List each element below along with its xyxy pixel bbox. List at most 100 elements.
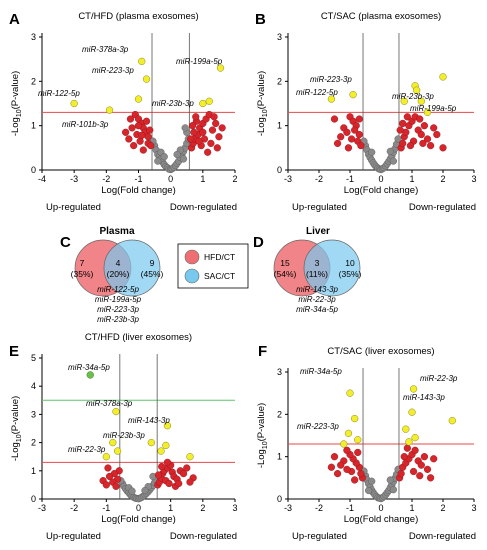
x-tick-label: 2 — [440, 174, 445, 184]
point-significant — [337, 461, 345, 469]
point-highlighted — [448, 417, 456, 425]
mirna-label: miR-199a-5p — [410, 104, 457, 113]
point-significant — [433, 130, 441, 139]
point-significant — [396, 126, 404, 134]
point-highlighted — [402, 425, 410, 433]
point-highlighted — [409, 385, 418, 393]
point-significant — [420, 122, 429, 130]
x-axis-label: Log(Fold change) — [344, 514, 418, 525]
venn-count-left: 7 — [80, 258, 85, 268]
point-significant — [186, 478, 194, 486]
point-significant — [330, 453, 339, 461]
point-significant — [354, 448, 362, 457]
x-tick-label: 0 — [378, 503, 383, 513]
point-highlighted — [351, 414, 359, 423]
point-significant — [423, 465, 432, 473]
panel-letter: D — [253, 234, 264, 251]
venn-pct-overlap: (11%) — [306, 269, 328, 279]
panel-title: CT/SAC (plasma exosomes) — [321, 11, 441, 22]
point-significant — [347, 135, 356, 143]
x-tick-label: 1 — [168, 503, 173, 513]
venn-shared-mirna: miR-23b-3p — [97, 315, 139, 324]
x-axis-label: Log(Fold change) — [101, 185, 175, 196]
point-highlighted — [216, 64, 225, 72]
venn-circle-sac — [303, 239, 361, 297]
up-regulated-label: Up-regulated — [292, 531, 347, 542]
x-tick-label: -1 — [346, 174, 354, 184]
mirna-label: miR-223-3p — [92, 66, 134, 75]
venn-panel-d: DLiver15(54%)3(11%)10(35%)miR-143-3pmiR-… — [253, 226, 361, 314]
venn-shared-mirna: miR-143-3p — [296, 285, 338, 294]
panel-letter: C — [60, 234, 71, 251]
mirna-label: miR-143-3p — [403, 393, 445, 402]
point-nonsignificant — [386, 476, 394, 484]
point-significant — [419, 139, 427, 148]
point-highlighted — [199, 99, 207, 108]
point-nonsignificant — [128, 487, 136, 495]
mirna-label: miR-23b-3p — [152, 99, 194, 108]
point-significant — [355, 115, 363, 123]
point-significant — [147, 142, 155, 150]
point-nonsignificant — [368, 148, 376, 156]
x-tick-label: 3 — [232, 503, 237, 513]
venn-shared-mirna: miR-223-3p — [97, 305, 139, 314]
point-significant — [130, 142, 138, 150]
x-tick-label: -2 — [102, 174, 110, 184]
y-tick-label: 0 — [277, 165, 282, 175]
mirna-label: miR-223-3p — [297, 422, 339, 431]
volcano-panel-e: E CT/HFD (liver exosomes) -3 -2 -1 0 1 2 3 0 1 2 3 4 5… — [9, 332, 238, 542]
x-axis-label: Log(Fold change) — [344, 185, 418, 196]
down-regulated-label: Down-regulated — [170, 202, 237, 213]
point-highlighted — [354, 436, 362, 444]
point-significant — [427, 474, 435, 482]
point-highlighted — [109, 438, 117, 447]
point-significant — [420, 453, 429, 461]
x-tick-label: 3 — [471, 503, 476, 513]
point-highlighted — [327, 95, 336, 103]
x-tick-label: -4 — [38, 174, 46, 184]
legend-label: HFD/CT — [204, 252, 235, 262]
point-nonsignificant — [173, 150, 181, 159]
x-tick-label: 2 — [200, 503, 205, 513]
venn-pct-left: (35%) — [71, 269, 94, 279]
point-significant — [344, 144, 353, 152]
venn-circle-sac — [103, 239, 161, 297]
point-highlighted — [162, 441, 170, 450]
y-axis-label-part: -Log — [256, 449, 267, 468]
point-highlighted — [408, 408, 416, 416]
point-significant — [417, 130, 425, 139]
point-significant — [439, 144, 447, 152]
point-highlighted — [417, 97, 425, 105]
point-nonsignificant — [386, 147, 394, 155]
point-significant — [351, 126, 359, 134]
x-tick-label: 1 — [409, 503, 414, 513]
mirna-label: miR-199a-5p — [176, 57, 223, 66]
point-significant — [163, 458, 172, 466]
point-significant — [192, 113, 200, 121]
point-nonsignificant — [179, 155, 188, 163]
venn-panel-c: C Plasma 7(35%) 4(20%) 9(45%)miR-122-5pmiR-1… — [60, 226, 163, 324]
point-significant — [125, 135, 133, 143]
mirna-label: miR-23b-3p — [392, 92, 434, 101]
panel-title: CT/SAC (liver exosomes) — [327, 346, 434, 357]
point-significant — [165, 479, 173, 488]
y-tick-label: 2 — [277, 76, 282, 86]
point-highlighted — [157, 447, 165, 455]
point-significant — [146, 126, 154, 134]
point-significant — [343, 465, 351, 473]
point-highlighted — [105, 106, 114, 114]
point-significant — [215, 133, 223, 141]
x-tick-label: 2 — [232, 174, 237, 184]
venn-shared-mirna: miR-34a-5p — [296, 305, 338, 314]
point-highlighted — [346, 389, 354, 397]
point-significant — [154, 471, 163, 479]
x-tick-label: -1 — [346, 503, 354, 513]
point-significant — [399, 139, 407, 148]
point-significant — [144, 133, 152, 141]
y-tick-label: 3 — [31, 409, 36, 419]
point-significant — [430, 455, 438, 463]
point-significant — [355, 130, 363, 139]
y-axis-label-subscript: 10 — [262, 441, 269, 449]
point-significant — [337, 133, 345, 141]
venn-shared-mirna: miR-199a-5p — [95, 295, 142, 304]
